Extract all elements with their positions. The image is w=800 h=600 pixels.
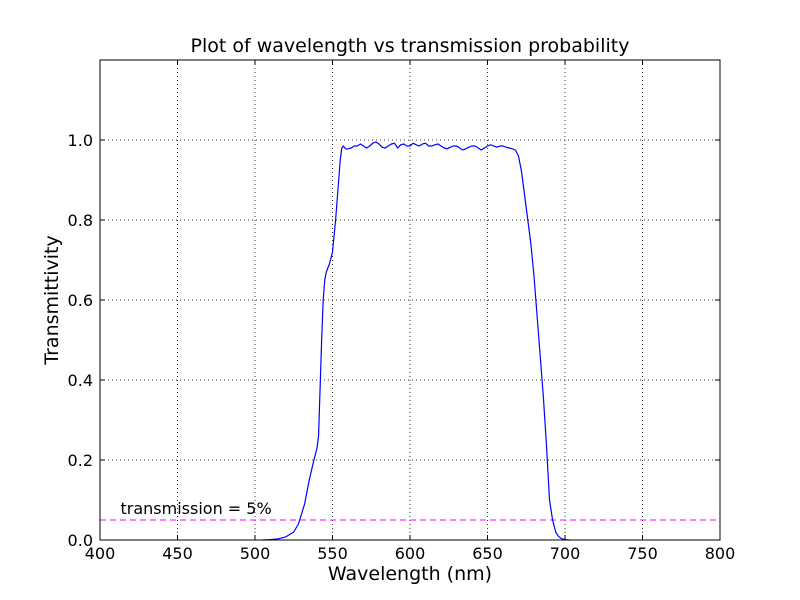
y-tick-label: 1.0 — [68, 131, 93, 150]
y-tick-label: 0.4 — [68, 371, 93, 390]
grid — [100, 60, 720, 540]
x-tick-label: 700 — [550, 544, 581, 563]
x-tick-label: 550 — [317, 544, 348, 563]
x-tick-label: 500 — [240, 544, 271, 563]
y-axis-label: Transmittivity — [41, 235, 63, 365]
axis-ticks: 400 450 500 550 600 650 700 750 800 0.0 0.2 0.4 0.6 0… — [68, 60, 736, 563]
chart-title: Plot of wavelength vs transmission proba… — [191, 35, 630, 57]
x-tick-label: 800 — [705, 544, 736, 563]
y-tick-label: 0.0 — [68, 531, 93, 550]
x-tick-label: 400 — [85, 544, 116, 563]
series — [262, 141, 570, 541]
transmittivity-line — [262, 141, 570, 541]
x-tick-label: 450 — [162, 544, 193, 563]
y-tick-label: 0.2 — [68, 451, 93, 470]
x-tick-label: 750 — [627, 544, 658, 563]
y-tick-label: 0.8 — [68, 211, 93, 230]
x-tick-label: 650 — [472, 544, 503, 563]
y-tick-label: 0.6 — [68, 291, 93, 310]
threshold-annotation: transmission = 5% — [121, 499, 272, 518]
annotations: transmission = 5% — [121, 499, 272, 518]
x-tick-label: 600 — [395, 544, 426, 563]
x-axis-label: Wavelength (nm) — [328, 563, 492, 585]
